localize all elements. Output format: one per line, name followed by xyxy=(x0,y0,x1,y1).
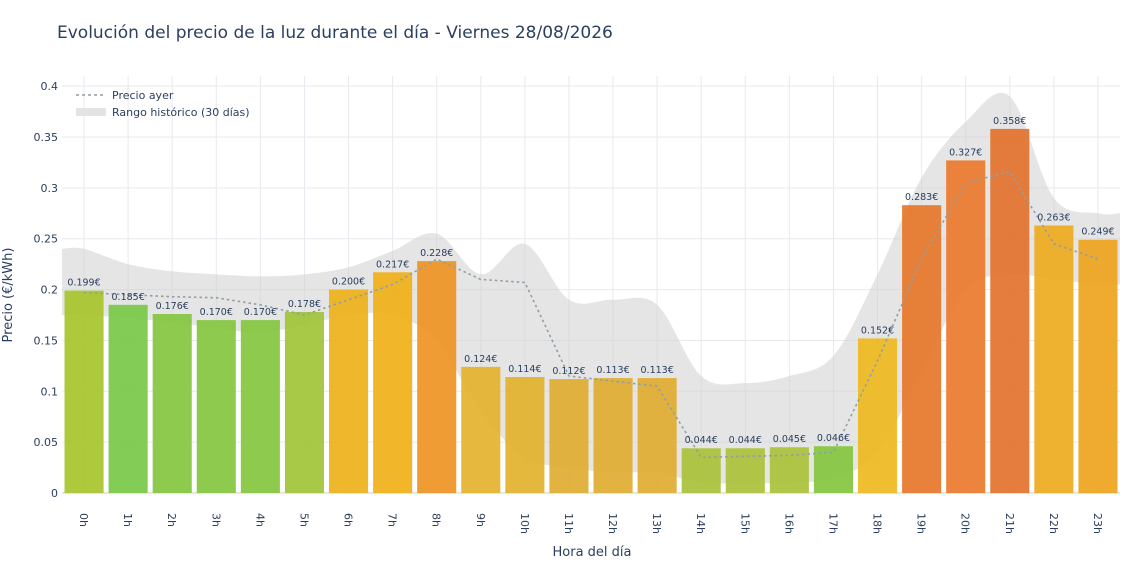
x-axis-title: Hora del día xyxy=(553,545,632,560)
y-axis-title: Precio (€/kWh) xyxy=(1,248,16,343)
y-tick-label: 0.2 xyxy=(41,284,59,297)
data-label: 0.263€ xyxy=(1037,213,1070,224)
yesterday-line xyxy=(84,170,1099,459)
bar-21h xyxy=(990,128,1030,493)
legend: Precio ayer Rango histórico (30 días) xyxy=(76,89,250,119)
bar-6h xyxy=(329,289,369,493)
data-label: 0.046€ xyxy=(817,433,850,444)
bar-18h xyxy=(858,338,898,493)
data-label: 0.358€ xyxy=(993,116,1026,127)
x-tick-label: 11h xyxy=(562,513,575,534)
x-axis-ticks: 0h 1h 2h 3h 4h 5h 6h 7h 8h 9h 10h 11h 12h 13h 14h 15h 16… xyxy=(77,513,1104,534)
data-label: 0.283€ xyxy=(905,192,938,203)
bar-3h xyxy=(196,320,236,493)
x-tick-label: 1h xyxy=(121,513,134,527)
bar-12h xyxy=(593,378,633,493)
x-tick-label: 21h xyxy=(1003,513,1016,534)
x-tick-label: 13h xyxy=(650,513,663,534)
yesterday-price-line xyxy=(84,170,1099,459)
bar-11h xyxy=(549,379,589,493)
bar-9h xyxy=(461,366,501,493)
bar-1h xyxy=(108,304,148,493)
y-tick-label: 0.35 xyxy=(34,131,59,144)
data-label: 0.199€ xyxy=(67,278,100,289)
bar-23h xyxy=(1078,239,1118,493)
legend-item-range: Rango histórico (30 días) xyxy=(112,106,250,119)
data-label: 0.045€ xyxy=(773,434,806,445)
x-tick-label: 8h xyxy=(430,513,443,527)
data-label: 0.327€ xyxy=(949,147,982,158)
x-tick-label: 2h xyxy=(165,513,178,527)
bar-5h xyxy=(284,311,324,493)
bar-14h xyxy=(681,448,721,493)
x-tick-label: 12h xyxy=(606,513,619,534)
x-tick-label: 4h xyxy=(253,513,266,527)
bars xyxy=(64,128,1118,494)
bar-20h xyxy=(946,160,986,494)
data-label: 0.217€ xyxy=(376,259,409,270)
historical-range-area xyxy=(62,92,1120,484)
bar-13h xyxy=(637,378,677,493)
x-tick-label: 20h xyxy=(959,513,972,534)
data-label: 0.170€ xyxy=(200,307,233,318)
x-tick-label: 23h xyxy=(1091,513,1104,534)
data-label: 0.176€ xyxy=(156,301,189,312)
x-tick-label: 10h xyxy=(518,513,531,534)
chart-title: Evolución del precio de la luz durante e… xyxy=(57,23,613,43)
x-tick-label: 3h xyxy=(209,513,222,527)
data-label: 0.185€ xyxy=(112,292,145,303)
x-tick-label: 16h xyxy=(782,513,795,534)
data-label: 0.112€ xyxy=(552,366,585,377)
y-axis-ticks: 0 0.05 0.1 0.15 0.2 0.25 0.3 0.35 0.4 xyxy=(34,80,59,500)
data-label: 0.044€ xyxy=(685,435,718,446)
bar-15h xyxy=(725,448,765,493)
data-label: 0.152€ xyxy=(861,325,894,336)
data-label: 0.113€ xyxy=(596,365,629,376)
y-tick-label: 0.25 xyxy=(34,233,59,246)
data-label: 0.113€ xyxy=(641,365,674,376)
data-label: 0.178€ xyxy=(288,299,321,310)
data-labels: 0.199€ 0.185€ 0.176€ 0.170€ 0.170€ 0.178€ 0.20… xyxy=(67,116,1114,446)
data-label: 0.114€ xyxy=(508,364,541,375)
legend-band-swatch xyxy=(76,108,106,116)
y-tick-label: 0.3 xyxy=(41,182,59,195)
data-label: 0.170€ xyxy=(244,307,277,318)
data-label: 0.200€ xyxy=(332,277,365,288)
bar-19h xyxy=(902,205,942,494)
x-tick-label: 7h xyxy=(386,513,399,527)
bar-8h xyxy=(417,261,457,493)
legend-item-yesterday: Precio ayer xyxy=(112,89,174,102)
bar-22h xyxy=(1034,225,1074,493)
y-tick-label: 0.1 xyxy=(41,385,59,398)
data-label: 0.249€ xyxy=(1081,227,1114,238)
y-tick-label: 0 xyxy=(51,487,58,500)
data-label: 0.044€ xyxy=(729,435,762,446)
data-label: 0.124€ xyxy=(464,354,497,365)
y-tick-label: 0.4 xyxy=(41,80,59,93)
y-tick-label: 0.15 xyxy=(34,334,59,347)
y-tick-label: 0.05 xyxy=(34,436,59,449)
bar-10h xyxy=(505,377,545,493)
bar-2h xyxy=(152,313,192,493)
x-tick-label: 6h xyxy=(342,513,355,527)
bar-7h xyxy=(373,272,413,493)
x-tick-label: 9h xyxy=(474,513,487,527)
x-tick-label: 17h xyxy=(826,513,839,534)
bar-0h xyxy=(64,290,104,493)
x-tick-label: 22h xyxy=(1047,513,1060,534)
x-tick-label: 0h xyxy=(77,513,90,527)
x-tick-label: 14h xyxy=(694,513,707,534)
historical-range-band xyxy=(62,92,1120,484)
x-tick-label: 19h xyxy=(915,513,928,534)
x-tick-label: 5h xyxy=(297,513,310,527)
data-label: 0.228€ xyxy=(420,248,453,259)
bar-4h xyxy=(240,320,280,493)
x-tick-label: 18h xyxy=(871,513,884,534)
x-tick-label: 15h xyxy=(738,513,751,534)
